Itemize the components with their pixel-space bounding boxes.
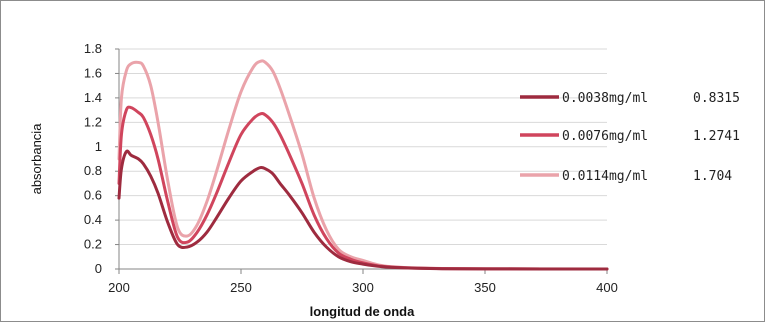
y-tick-label: 0.6 [84, 188, 102, 203]
x-tick-label: 250 [230, 280, 252, 295]
y-tick-label: 0.4 [84, 212, 102, 227]
y-tick-label: 0.8 [84, 163, 102, 178]
legend-label-1: 0.0038mg/ml [562, 91, 648, 106]
axes-layer: 0 0.2 0.4 0.6 0.8 1 1.2 1.4 1.6 1.8 200 250 300 350 40… [84, 41, 618, 295]
y-axis-title: absorbancia [29, 123, 44, 195]
y-tick-label: 0 [95, 261, 102, 276]
series-layer [117, 59, 609, 271]
legend: 0.0038mg/ml 0.8315 0.0076mg/ml 1.2741 0.0114… [520, 91, 740, 184]
legend-value-3: 1.704 [693, 169, 732, 184]
x-tick-label: 200 [108, 280, 130, 295]
x-tick-label: 300 [352, 280, 374, 295]
y-tick-label: 1.2 [84, 114, 102, 129]
y-tick-label: 1.8 [84, 41, 102, 56]
y-tick-label: 1.6 [84, 65, 102, 80]
legend-label-2: 0.0076mg/ml [562, 129, 648, 144]
legend-value-2: 1.2741 [693, 129, 740, 144]
x-axis-title: longitud de onda [310, 304, 415, 319]
y-tick-label: 1.4 [84, 90, 102, 105]
series-line-1 [117, 149, 609, 271]
legend-value-1: 0.8315 [693, 91, 740, 106]
y-tick-label: 1 [95, 139, 102, 154]
grid-layer [119, 48, 607, 246]
y-tick-label: 0.2 [84, 237, 102, 252]
x-tick-label: 400 [596, 280, 618, 295]
x-tick-label: 350 [474, 280, 496, 295]
legend-label-3: 0.0114mg/ml [562, 169, 648, 184]
